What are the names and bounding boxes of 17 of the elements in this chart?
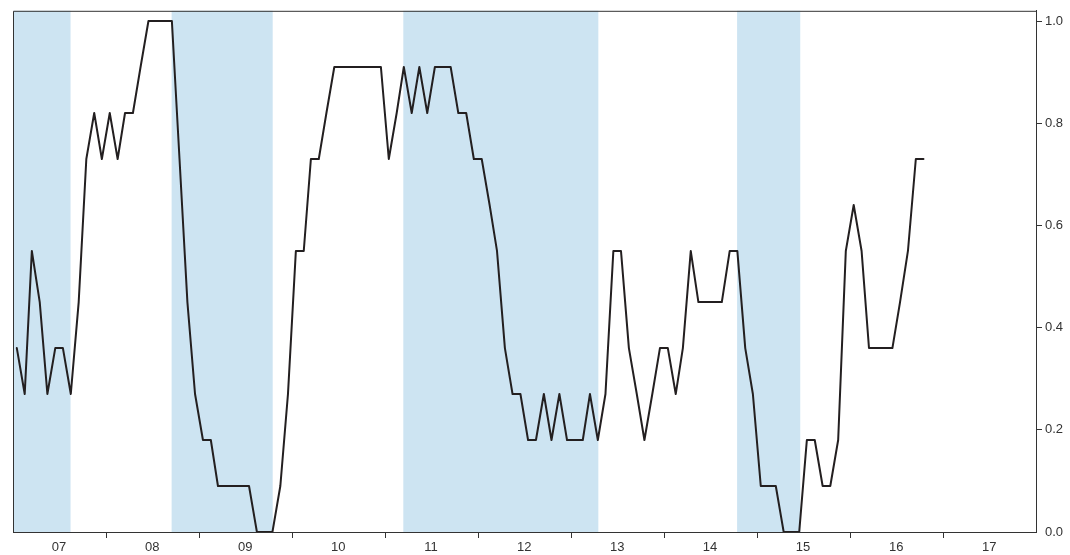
x-tick-label: 14 xyxy=(702,539,718,555)
x-tick-label: 17 xyxy=(981,539,997,555)
y-tick-label: 0.2 xyxy=(1045,421,1064,437)
y-tick-label: 1.0 xyxy=(1045,12,1064,28)
x-tick-label: 09 xyxy=(237,539,253,555)
x-tick-label: 11 xyxy=(424,539,438,555)
x-tick-label: 10 xyxy=(330,539,346,555)
y-tick-label: 0.8 xyxy=(1045,114,1064,130)
y-tick-label: 0.4 xyxy=(1045,319,1064,335)
x-tick-label: 13 xyxy=(609,539,625,555)
x-tick-label: 15 xyxy=(795,539,811,555)
y-tick-label: 0.6 xyxy=(1045,216,1064,232)
x-tick-label: 08 xyxy=(145,539,160,555)
y-tick-label: 0.0 xyxy=(1045,523,1064,539)
x-tick-label: 07 xyxy=(51,539,67,555)
x-tick-label: 12 xyxy=(517,539,532,555)
x-tick-label: 16 xyxy=(888,539,904,555)
